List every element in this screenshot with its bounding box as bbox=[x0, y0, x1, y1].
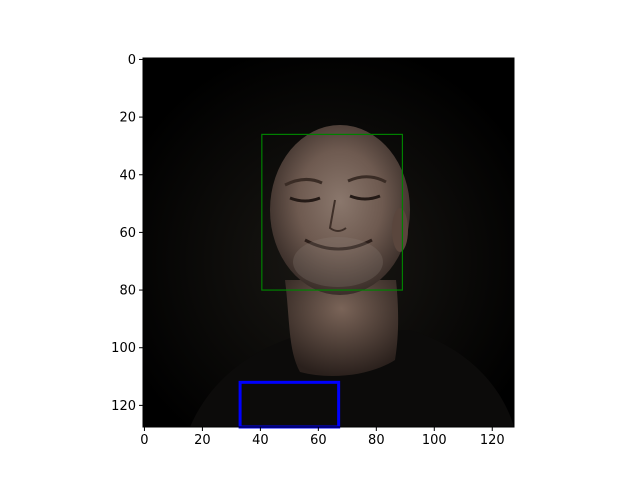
y-tick-label: 20 bbox=[119, 111, 136, 126]
x-tick-label: 60 bbox=[310, 433, 327, 448]
photo bbox=[143, 58, 514, 427]
y-tick-label: 40 bbox=[119, 168, 136, 183]
x-tick-label: 20 bbox=[194, 433, 211, 448]
x-tick-label: 0 bbox=[140, 433, 148, 448]
y-tick-label: 100 bbox=[111, 341, 136, 356]
x-tick-label: 80 bbox=[368, 433, 385, 448]
x-tick-label: 100 bbox=[422, 433, 447, 448]
axes-frame bbox=[142, 57, 515, 428]
x-tick-label: 40 bbox=[252, 433, 269, 448]
y-tick-label: 0 bbox=[128, 53, 136, 68]
y-axis: 0 20 40 60 80 100 120 bbox=[111, 53, 143, 414]
face-box bbox=[261, 133, 404, 291]
y-tick-label: 60 bbox=[119, 226, 136, 241]
y-tick-label: 80 bbox=[119, 284, 136, 299]
x-tick-label: 120 bbox=[480, 433, 505, 448]
x-axis: 0 20 40 60 80 100 120 bbox=[140, 427, 505, 448]
y-tick-label: 120 bbox=[111, 399, 136, 414]
